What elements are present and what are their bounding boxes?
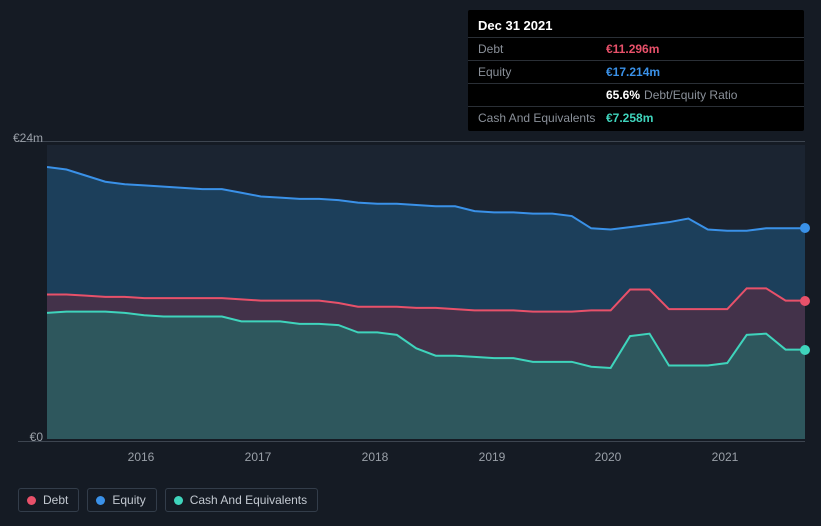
tooltip-row-label: Cash And Equivalents	[478, 110, 606, 126]
x-axis-label: 2021	[712, 450, 739, 464]
tooltip-row-value: 65.6%	[606, 87, 640, 103]
y-axis-label: €0	[30, 430, 43, 444]
tooltip-row: Cash And Equivalents€7.258m	[468, 106, 804, 129]
grid-top	[18, 141, 805, 142]
tooltip-row: Debt€11.296m	[468, 37, 804, 60]
area-chart-svg	[47, 145, 805, 439]
series-end-marker	[800, 223, 810, 233]
x-axis-label: 2016	[128, 450, 155, 464]
x-axis-label: 2019	[479, 450, 506, 464]
tooltip-row: Equity€17.214m	[468, 60, 804, 83]
tooltip-title: Dec 31 2021	[468, 16, 804, 37]
legend-swatch-icon	[27, 496, 36, 505]
tooltip-row-label: Debt	[478, 41, 606, 57]
legend-swatch-icon	[174, 496, 183, 505]
legend-item-cash-and-equivalents[interactable]: Cash And Equivalents	[165, 488, 318, 512]
tooltip-row-label: Equity	[478, 64, 606, 80]
tooltip-row: 65.6%Debt/Equity Ratio	[468, 83, 804, 106]
legend-swatch-icon	[96, 496, 105, 505]
tooltip-row-extra: Debt/Equity Ratio	[644, 87, 737, 103]
series-end-marker	[800, 345, 810, 355]
tooltip-row-value: €17.214m	[606, 64, 660, 80]
tooltip-row-value: €11.296m	[606, 41, 659, 57]
chart-legend: Debt Equity Cash And Equivalents	[18, 488, 318, 512]
tooltip-row-label	[478, 87, 606, 103]
x-axis-label: 2020	[595, 450, 622, 464]
y-axis-label: €24m	[13, 131, 43, 145]
chart-tooltip: Dec 31 2021 Debt€11.296mEquity€17.214m65…	[468, 10, 804, 131]
legend-item-debt[interactable]: Debt	[18, 488, 79, 512]
legend-item-label: Cash And Equivalents	[190, 493, 307, 507]
legend-item-label: Equity	[112, 493, 145, 507]
series-end-marker	[800, 296, 810, 306]
x-axis-label: 2017	[245, 450, 272, 464]
legend-item-label: Debt	[43, 493, 68, 507]
tooltip-row-value: €7.258m	[606, 110, 653, 126]
grid-bottom	[18, 441, 805, 442]
legend-item-equity[interactable]: Equity	[87, 488, 156, 512]
x-axis-label: 2018	[362, 450, 389, 464]
chart-plot-area[interactable]	[47, 145, 805, 439]
